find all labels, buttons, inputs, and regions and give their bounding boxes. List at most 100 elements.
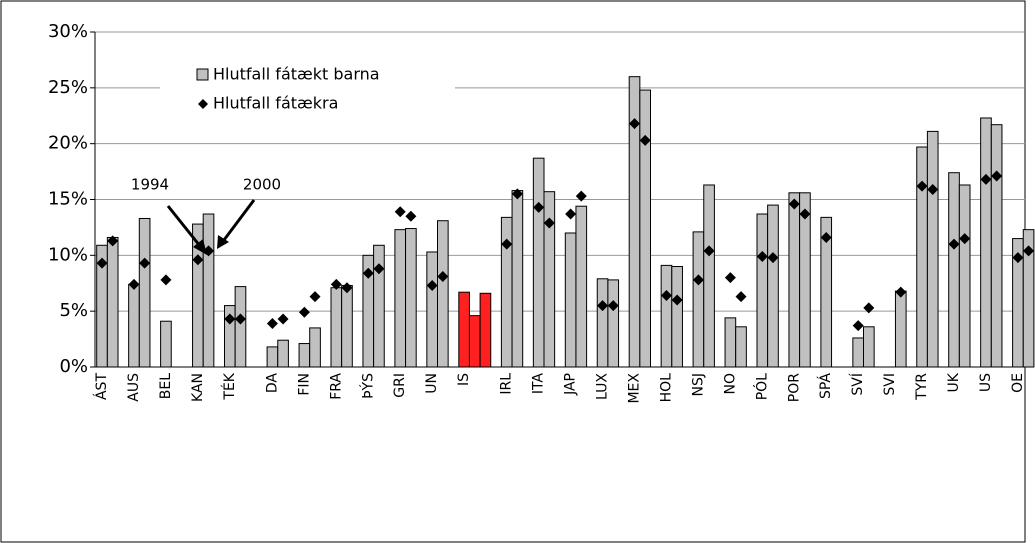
- bar: [564, 232, 577, 368]
- diamond-marker: [756, 250, 768, 262]
- bar: [958, 184, 971, 368]
- bar: [990, 124, 1003, 368]
- arrow-head: [193, 239, 207, 255]
- marks: [96, 76, 1035, 368]
- x-tick-label: IRL: [499, 373, 515, 395]
- y-tick-label: 30%: [48, 21, 88, 42]
- diamond-marker: [1023, 245, 1035, 257]
- x-tick-label: HOL: [658, 373, 674, 403]
- diamond-marker: [703, 245, 715, 257]
- bar: [575, 205, 588, 368]
- diamond-marker: [224, 313, 236, 325]
- x-tick-label: FRA: [328, 373, 344, 400]
- legend-swatch: [196, 68, 209, 81]
- bar: [138, 217, 151, 368]
- bar: [468, 315, 481, 368]
- diamond-marker: [863, 302, 875, 314]
- arrows: [166, 199, 256, 255]
- x-tick-label: US: [978, 373, 994, 392]
- bar: [926, 130, 939, 368]
- diamond-marker: [511, 188, 523, 200]
- bar: [479, 292, 492, 368]
- bar: [266, 346, 279, 368]
- bar: [405, 228, 417, 368]
- x-tick-label: ITA: [531, 373, 547, 395]
- y-tick-label: 10%: [48, 244, 88, 265]
- bar: [373, 244, 385, 368]
- diamond-marker: [991, 170, 1003, 182]
- x-tick-label: PÓL: [752, 373, 770, 400]
- diamond-marker: [405, 210, 417, 222]
- diamond-marker: [543, 217, 555, 229]
- bar: [894, 290, 907, 368]
- diamond-marker: [341, 282, 353, 294]
- diamond-marker: [128, 278, 140, 290]
- diamond-marker: [767, 252, 779, 264]
- diamond-marker: [980, 173, 992, 185]
- diamond-marker: [160, 274, 172, 286]
- legend-label: Hlutfall fátækra: [213, 94, 338, 113]
- legend-label: Hlutfall fátækt barna: [213, 65, 380, 84]
- bar: [820, 216, 833, 368]
- diamond-marker: [948, 238, 960, 250]
- bar: [532, 157, 545, 368]
- diamond-marker: [799, 208, 811, 220]
- bar: [160, 320, 172, 368]
- bar: [980, 117, 992, 368]
- bar: [298, 343, 311, 368]
- x-tick-label: ÁST: [93, 373, 110, 400]
- x-tick-label: LUX: [595, 373, 611, 400]
- diamond-marker: [565, 208, 577, 220]
- diamond-marker: [629, 118, 641, 130]
- x-tick-label: FIN: [296, 373, 312, 396]
- diamond-marker: [820, 231, 832, 243]
- x-tick-label: SVI: [882, 373, 898, 396]
- x-tick-label: NO: [722, 373, 738, 395]
- x-tick-label: UN: [424, 373, 440, 394]
- bar: [703, 184, 715, 368]
- legend-marker: [198, 99, 208, 109]
- legend-box: [160, 56, 455, 112]
- diamond-marker: [788, 198, 800, 210]
- diamond-marker: [692, 274, 704, 286]
- annotation: 2000: [243, 176, 281, 194]
- x-tick-label: MEX: [627, 373, 643, 404]
- bar: [106, 236, 119, 368]
- bar: [128, 283, 140, 368]
- bar: [511, 190, 524, 368]
- diamond-marker: [852, 320, 864, 332]
- x-tick-label: TYR: [914, 373, 930, 401]
- bar: [309, 327, 321, 368]
- bar: [863, 326, 875, 368]
- arrow-head: [217, 235, 229, 249]
- diamond-marker: [362, 267, 374, 279]
- diamond-marker: [96, 257, 108, 269]
- x-tick-label: OE: [1010, 373, 1026, 393]
- annotation: 1994: [131, 176, 169, 194]
- x-tick-label: NSJ: [690, 373, 706, 397]
- bar: [341, 284, 353, 368]
- bar: [916, 146, 928, 368]
- x-tick-label: TÉK: [221, 372, 238, 400]
- bar: [788, 192, 801, 368]
- bar: [330, 287, 343, 368]
- x-tick-label: JAP: [563, 373, 579, 396]
- bar: [799, 192, 811, 368]
- bar: [767, 204, 779, 368]
- diamond-marker: [533, 201, 545, 213]
- x-tick-label: POR: [786, 373, 802, 402]
- bar: [202, 213, 215, 368]
- bar: [426, 251, 439, 368]
- x-tick-label: GRI: [392, 373, 408, 398]
- diamond-marker: [266, 317, 278, 329]
- diamond-marker: [959, 233, 971, 245]
- diamond-marker: [373, 263, 385, 275]
- diamond-marker: [724, 272, 736, 284]
- x-tick-label: DA: [264, 373, 280, 394]
- y-tick-label: 25%: [48, 77, 88, 98]
- diamond-marker: [501, 238, 513, 250]
- y-tick-label: 15%: [48, 189, 88, 210]
- legend: Hlutfall fátækt barna Hlutfall fátækra: [160, 56, 455, 113]
- bar: [543, 191, 556, 368]
- bar: [660, 264, 673, 368]
